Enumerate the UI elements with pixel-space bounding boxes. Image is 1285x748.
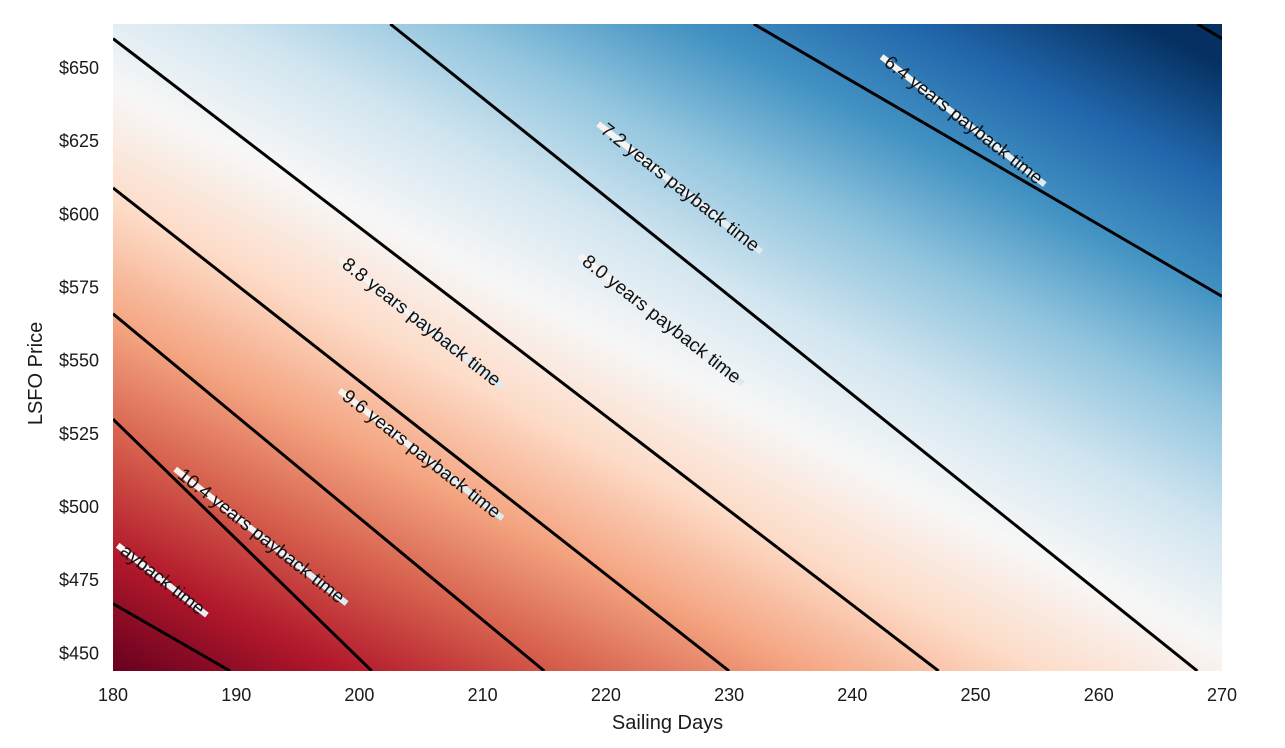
contour-line: [113, 418, 373, 671]
y-tick-label: $575: [59, 277, 99, 297]
contour-lines: [113, 24, 1222, 671]
contour-label-gap: [173, 466, 349, 606]
x-axis-label: Sailing Days: [612, 712, 723, 734]
contour-line: [113, 312, 546, 671]
contour-label-gap: [596, 121, 764, 255]
y-tick-label: $650: [59, 58, 99, 78]
y-tick-label: $475: [59, 570, 99, 590]
x-tick-label: 230: [714, 685, 744, 705]
x-axis-ticks: 180 190 200 210 220 230 240 250 260 270: [98, 685, 1237, 705]
x-tick-label: 180: [98, 685, 128, 705]
contour-line: [113, 37, 940, 671]
x-tick-label: 190: [221, 685, 251, 705]
y-tick-label: $550: [59, 351, 99, 371]
y-tick-label: $625: [59, 131, 99, 151]
y-tick-label: $450: [59, 643, 99, 663]
contour-line: [113, 602, 231, 671]
x-tick-label: 220: [591, 685, 621, 705]
contour-line: [753, 24, 1222, 298]
contour-line: [389, 24, 1199, 671]
contour-label-gap: [879, 54, 1047, 187]
contour-label-gap: [577, 253, 745, 387]
y-tick-label: $525: [59, 424, 99, 444]
contour-label-gap: [337, 388, 505, 521]
x-tick-label: 200: [344, 685, 374, 705]
y-axis-ticks: $450 $475 $500 $525 $550 $575 $600 $625 $650: [59, 58, 99, 664]
plot-area: [113, 24, 1222, 671]
x-tick-label: 240: [837, 685, 867, 705]
contour-label-gap: [115, 542, 209, 618]
y-axis-label: LSFO Price: [25, 322, 47, 425]
x-tick-label: 260: [1084, 685, 1114, 705]
contour-line: [1196, 24, 1222, 40]
contour-line: [113, 186, 731, 671]
contour-label-gap: [337, 256, 505, 389]
y-tick-label: $500: [59, 497, 99, 517]
x-tick-label: 250: [961, 685, 991, 705]
y-tick-label: $600: [59, 204, 99, 224]
x-tick-label: 210: [468, 685, 498, 705]
x-tick-label: 270: [1207, 685, 1237, 705]
